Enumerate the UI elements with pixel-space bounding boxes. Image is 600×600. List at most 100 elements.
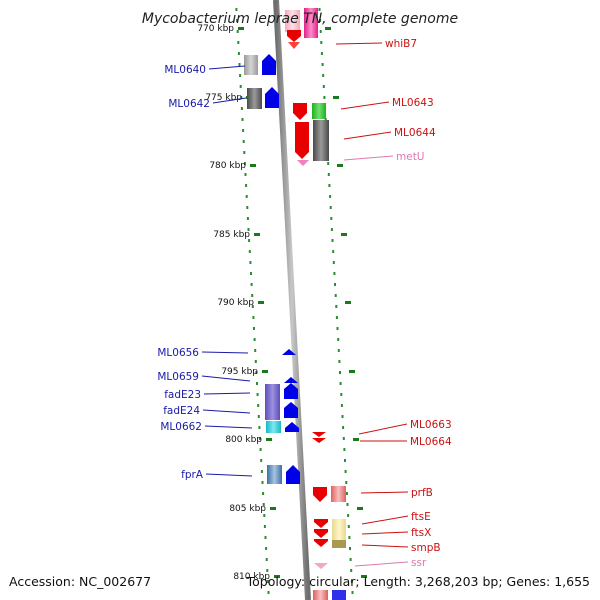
gene-box [244,55,258,75]
track-dot [245,195,248,198]
scale-label: 810 kbp [233,572,270,582]
scale-tick [274,575,280,578]
track-dot [264,536,267,539]
gene-label-right: prfB [411,487,433,499]
gene-arrow-reverse [312,432,326,437]
label-leader-line [201,351,249,354]
track-dot [259,437,261,440]
scale-tick [258,301,264,304]
scale-tick [361,575,367,578]
gene-label-right: ftsX [411,527,431,539]
scale-tick [341,233,347,236]
gene-arrow-reverse [314,563,328,569]
track-dot [347,525,350,528]
track-dot [327,162,330,165]
gene-label-left: fadE23 [164,389,201,401]
map-title: Mycobacterium leprae TN, complete genome [142,11,458,27]
gene-label-right: ML0644 [394,127,436,139]
track-dot [243,162,246,165]
track-dot [240,96,243,99]
scale-tick [357,507,363,510]
track-dot [339,371,341,374]
gene-label-left: ML0642 [168,98,210,110]
track-dot [343,448,346,451]
track-dot [322,85,325,88]
gene-arrow-forward [284,402,298,418]
scale-tick [262,370,268,373]
track-dot [256,382,258,385]
gene-arrow-reverse [288,42,300,49]
genome-backbone [273,0,311,600]
track-dot [346,503,349,506]
gene-label-right: whiB7 [385,38,417,50]
track-dot [246,217,249,220]
track-dot [254,349,257,352]
track-dot [344,470,347,473]
scale-label: 770 kbp [197,24,234,34]
track-dot [240,107,243,110]
gene-label-left: ML0656 [157,347,199,359]
gene-box [265,384,280,402]
gene-arrow-reverse [313,487,327,502]
track-dot [320,52,323,55]
track-dot [245,184,248,187]
gene-box [265,402,280,420]
track-dot [329,206,332,209]
gene-arrow-forward [262,54,276,75]
scale-label: 805 kbp [229,504,266,514]
gene-box [304,8,318,38]
label-leader-line [343,155,394,161]
track-dot [248,250,251,253]
track-dot [253,338,256,341]
gene-label-right: ML0664 [410,436,452,448]
gene-arrow-reverse [312,438,326,443]
track-dot [261,481,264,484]
track-dot [254,360,257,363]
track-dot [338,360,341,363]
track-dot [265,547,268,550]
accession-text: Accession: NC_002677 [9,574,151,589]
scale-tick [254,233,260,236]
track-dot [250,272,252,275]
track-dot [351,591,354,594]
scale-ticks: 770 kbp 775 kbp 780 kbp 785 kbp 790 kbp 795 k… [197,24,367,582]
gene-label-right: ML0643 [392,97,434,109]
track-dot [238,63,241,66]
track-dot [251,294,254,297]
track-dot [235,8,238,11]
gene-arrow-reverse [287,30,301,42]
track-dot [249,261,252,264]
track-dot [244,173,247,176]
gene-arrow-reverse [293,103,307,120]
gene-box [332,540,346,548]
track-dot [262,503,265,506]
gene-box [332,590,346,600]
label-leader-line [340,101,390,110]
scale-tick [270,507,276,510]
track-dot [263,525,266,528]
track-dot [320,41,323,44]
track-dot [265,558,268,561]
label-leader-line [202,409,251,414]
track-dot [248,239,251,242]
scale-label: 795 kbp [221,367,258,377]
track-dot [333,272,336,275]
dot-tracks [235,8,354,594]
scale-label: 785 kbp [213,230,250,240]
track-dot [236,19,238,22]
label-leader-line [205,473,253,477]
track-dot [318,8,321,11]
track-dot [251,305,254,308]
track-dot [259,448,262,451]
track-dot [319,19,322,22]
track-dot [247,228,250,231]
scale-tick [349,370,355,373]
track-dot [332,250,335,253]
track-dot [334,283,336,286]
track-dot [329,195,332,198]
scale-tick [325,27,331,30]
gene-arrow-reverse [314,539,328,547]
scale-tick [250,164,256,167]
track-dot [257,415,260,418]
track-dot [239,85,242,88]
